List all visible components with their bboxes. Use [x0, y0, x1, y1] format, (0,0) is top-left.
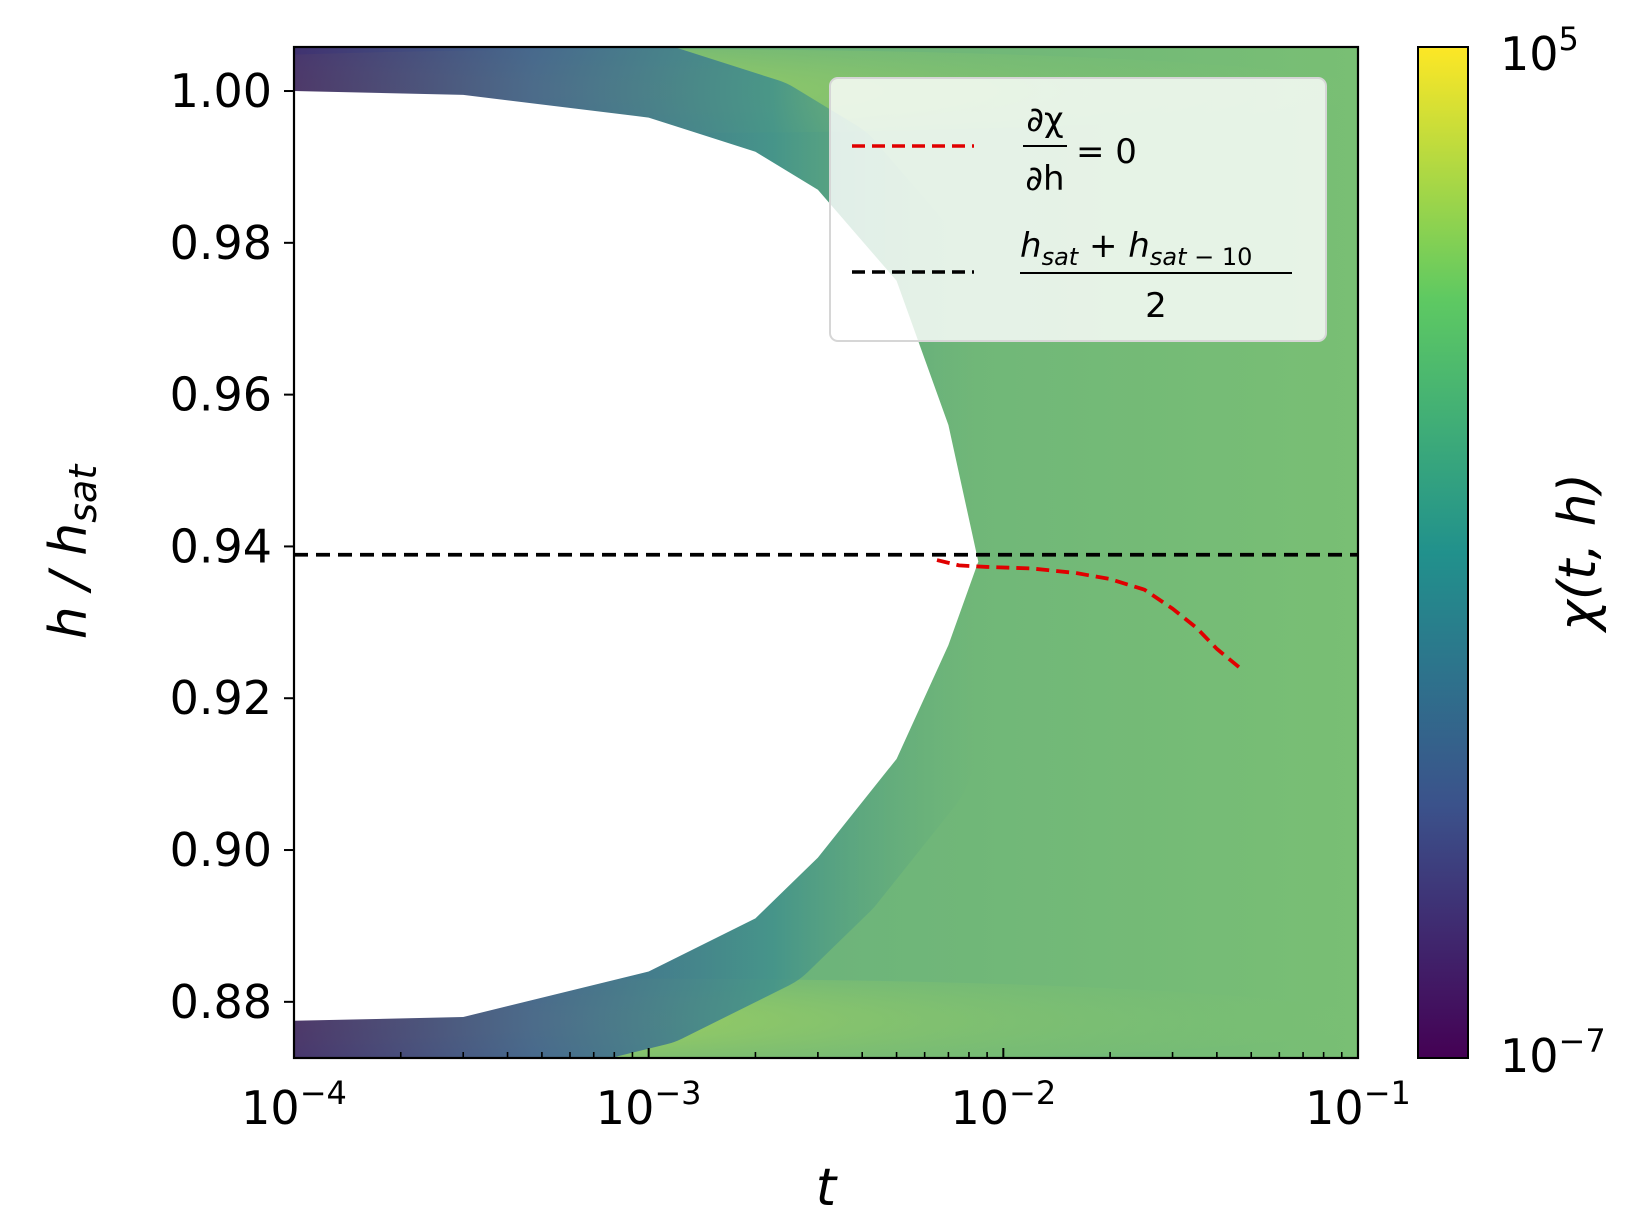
legend-midpoint-numerator: hsat + hsat − 10: [1020, 226, 1252, 271]
x-tick-label: 10−1: [1305, 1074, 1411, 1135]
y-tick-label: 0.96: [170, 368, 272, 422]
x-tick-label: 10−3: [596, 1074, 702, 1135]
y-tick-label: 0.88: [170, 975, 272, 1029]
x-axis-label: t: [816, 1158, 838, 1218]
series-derivative-zero: [936, 558, 1243, 671]
legend: ∂χ ∂h = 0 hsat + hsat − 10 2: [829, 77, 1327, 342]
colorbar-label: χ(t, h): [1548, 473, 1608, 634]
plot-frame: [292, 45, 1360, 1060]
legend-derivative-denominator: ∂h: [1025, 159, 1064, 199]
y-tick-label: 0.98: [170, 216, 272, 270]
legend-entry-derivative: ∂χ ∂h = 0: [1023, 100, 1137, 199]
colorbar-gradient: [1417, 46, 1469, 1059]
legend-derivative-rhs: = 0: [1076, 132, 1137, 172]
colorbar: 105 10−7 χ(t, h): [1417, 20, 1608, 1083]
contour-edge: [294, 47, 1054, 1058]
legend-midpoint-denominator: 2: [1145, 286, 1167, 326]
y-tick-label: 1.00: [170, 64, 272, 118]
legend-entry-midpoint: hsat + hsat − 10 2: [1020, 226, 1292, 326]
colorbar-min-label: 10−7: [1500, 1022, 1606, 1083]
x-axis: 10−4 10−3 10−2 10−1: [241, 1048, 1411, 1135]
series-layer: [294, 552, 1358, 671]
y-tick-label: 0.94: [170, 519, 272, 573]
colorbar-max-label: 105: [1500, 20, 1579, 81]
y-tick-label: 0.90: [170, 823, 272, 877]
x-tick-label: 10−4: [241, 1074, 347, 1135]
legend-derivative-numerator: ∂χ: [1026, 100, 1063, 140]
x-tick-label: 10−2: [950, 1074, 1056, 1135]
y-axis: 0.88 0.90 0.92 0.94 0.96 0.98 1.00: [170, 64, 294, 1029]
legend-box: [829, 77, 1327, 342]
y-tick-label: 0.92: [170, 671, 272, 725]
y-axis-label: h / hsat: [39, 463, 105, 640]
